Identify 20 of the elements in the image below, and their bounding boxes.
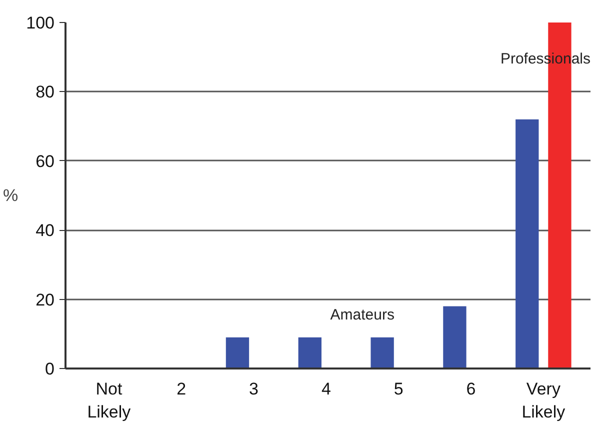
x-tick-label: Not Likely [87, 380, 132, 422]
y-tick-label: 80 [36, 82, 55, 102]
x-tick-label: 4 [321, 380, 331, 398]
bar [370, 337, 394, 368]
y-tick-label: 40 [36, 221, 55, 240]
bar [443, 306, 466, 368]
y-tick-label: 20 [36, 290, 55, 310]
y-tick-label: 0 [45, 360, 55, 378]
y-tick-label: 60 [36, 152, 55, 171]
bar [298, 337, 322, 368]
x-tick-label: 3 [249, 380, 259, 398]
x-tick-label: Very Likely [522, 380, 566, 422]
x-tick-label: 2 [176, 380, 186, 398]
series-label: Amateurs [330, 306, 395, 324]
x-tick-label: 6 [466, 380, 476, 398]
bar [516, 119, 539, 368]
y-tick-label: 100 [26, 14, 55, 32]
x-tick-label: 5 [394, 380, 404, 398]
bar [226, 337, 250, 368]
y-axis-title: % [3, 186, 18, 205]
